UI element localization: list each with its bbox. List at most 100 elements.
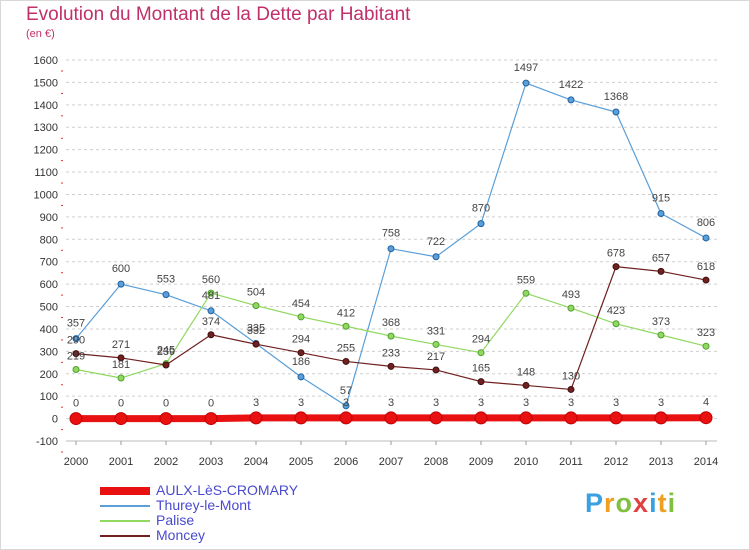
data-label: 3 <box>568 397 574 409</box>
x-tick-label: 2001 <box>109 456 133 468</box>
data-point <box>342 402 350 410</box>
data-label: 294 <box>472 334 490 346</box>
data-point <box>657 331 665 339</box>
data-label: 130 <box>562 370 580 382</box>
data-label: 217 <box>427 351 445 363</box>
data-label: 758 <box>382 228 400 240</box>
data-label: 1368 <box>604 91 628 103</box>
data-label: 412 <box>337 307 355 319</box>
data-label: 3 <box>298 397 304 409</box>
data-label: 806 <box>697 217 715 229</box>
data-label: 219 <box>67 351 85 363</box>
data-label: 618 <box>697 261 715 273</box>
data-point <box>477 220 485 228</box>
y-tick-label: 600 <box>40 279 58 291</box>
legend-swatch <box>100 520 150 522</box>
data-label: 4 <box>703 397 709 409</box>
data-label: 148 <box>517 366 535 378</box>
x-tick-label: 2008 <box>424 456 448 468</box>
x-tick-label: 2013 <box>649 456 673 468</box>
x-tick-label: 2002 <box>154 456 178 468</box>
data-label: 181 <box>112 359 130 371</box>
data-point <box>114 412 128 426</box>
data-point <box>159 412 173 426</box>
y-tick-label: 1000 <box>34 189 58 201</box>
data-label: 493 <box>562 289 580 301</box>
data-point <box>387 362 395 370</box>
logo-letter: i <box>649 488 658 518</box>
data-point <box>567 304 575 312</box>
data-point <box>567 385 575 393</box>
data-point <box>522 79 530 87</box>
data-label: 678 <box>607 248 625 260</box>
x-tick-label: 2000 <box>64 456 88 468</box>
data-label: 722 <box>427 236 445 248</box>
data-label: 1422 <box>559 79 583 91</box>
grid-lines <box>61 59 717 453</box>
y-tick-label: 1500 <box>34 77 58 89</box>
data-label: 186 <box>292 356 310 368</box>
data-label: 560 <box>202 274 220 286</box>
y-tick-label: 800 <box>40 234 58 246</box>
data-point <box>204 412 218 426</box>
data-label: 870 <box>472 203 490 215</box>
data-label: 657 <box>652 252 670 264</box>
series-group <box>69 79 713 426</box>
data-label: 271 <box>112 339 130 351</box>
y-tick-label: 1600 <box>34 55 58 67</box>
x-tick-label: 2005 <box>289 456 313 468</box>
data-label: 239 <box>157 346 175 358</box>
data-point <box>387 245 395 253</box>
data-point <box>252 302 260 310</box>
logo-letter: r <box>604 488 616 518</box>
data-point <box>162 361 170 369</box>
data-point <box>702 342 710 350</box>
proxiti-logo: Proxiti <box>585 488 676 519</box>
data-label: 481 <box>202 290 220 302</box>
logo-letter: P <box>585 488 605 518</box>
data-point <box>384 411 398 425</box>
data-point <box>207 289 215 297</box>
y-tick-label: 700 <box>40 257 58 269</box>
data-label: 57 <box>340 385 352 397</box>
data-label: 368 <box>382 317 400 329</box>
data-point <box>297 349 305 357</box>
legend-label: Thurey-le-Mont <box>156 497 251 513</box>
data-labels: 0 0 0 0 3 3 3 3 3 3 3 3 3 3 4 357 600 553 481 335 186 57 758 72… <box>67 62 715 410</box>
y-tick-label: 900 <box>40 212 58 224</box>
data-label: 423 <box>607 305 625 317</box>
data-point <box>162 291 170 299</box>
data-point <box>612 320 620 328</box>
y-tick-label: 400 <box>40 324 58 336</box>
data-point <box>609 411 623 425</box>
data-point <box>432 340 440 348</box>
x-tick-label: 2010 <box>514 456 538 468</box>
data-label: 374 <box>202 316 220 328</box>
logo-letter: t <box>657 488 668 518</box>
data-point <box>294 411 308 425</box>
data-label: 3 <box>343 397 349 409</box>
x-tick-label: 2004 <box>244 456 268 468</box>
data-label: 3 <box>478 397 484 409</box>
data-point <box>702 276 710 284</box>
data-point <box>72 350 80 358</box>
data-label: 3 <box>613 397 619 409</box>
data-label: 373 <box>652 316 670 328</box>
y-tick-label: 1400 <box>34 100 58 112</box>
y-tick-label: 100 <box>40 391 58 403</box>
data-point <box>69 412 83 426</box>
data-label: 331 <box>427 325 445 337</box>
data-point <box>297 313 305 321</box>
data-point <box>297 373 305 381</box>
y-axis-ticks: -100 0 100 200 300 400 500 600 700 800 900 1000 1100… <box>34 55 58 448</box>
data-point <box>699 411 713 425</box>
data-label: 233 <box>382 347 400 359</box>
x-axis-ticks: 2000 2001 2002 2003 2004 2005 2006 2007 2008 2009… <box>64 441 718 468</box>
data-point <box>429 411 443 425</box>
data-point <box>249 411 263 425</box>
data-point <box>657 267 665 275</box>
data-point <box>117 374 125 382</box>
data-label: 0 <box>163 398 169 410</box>
